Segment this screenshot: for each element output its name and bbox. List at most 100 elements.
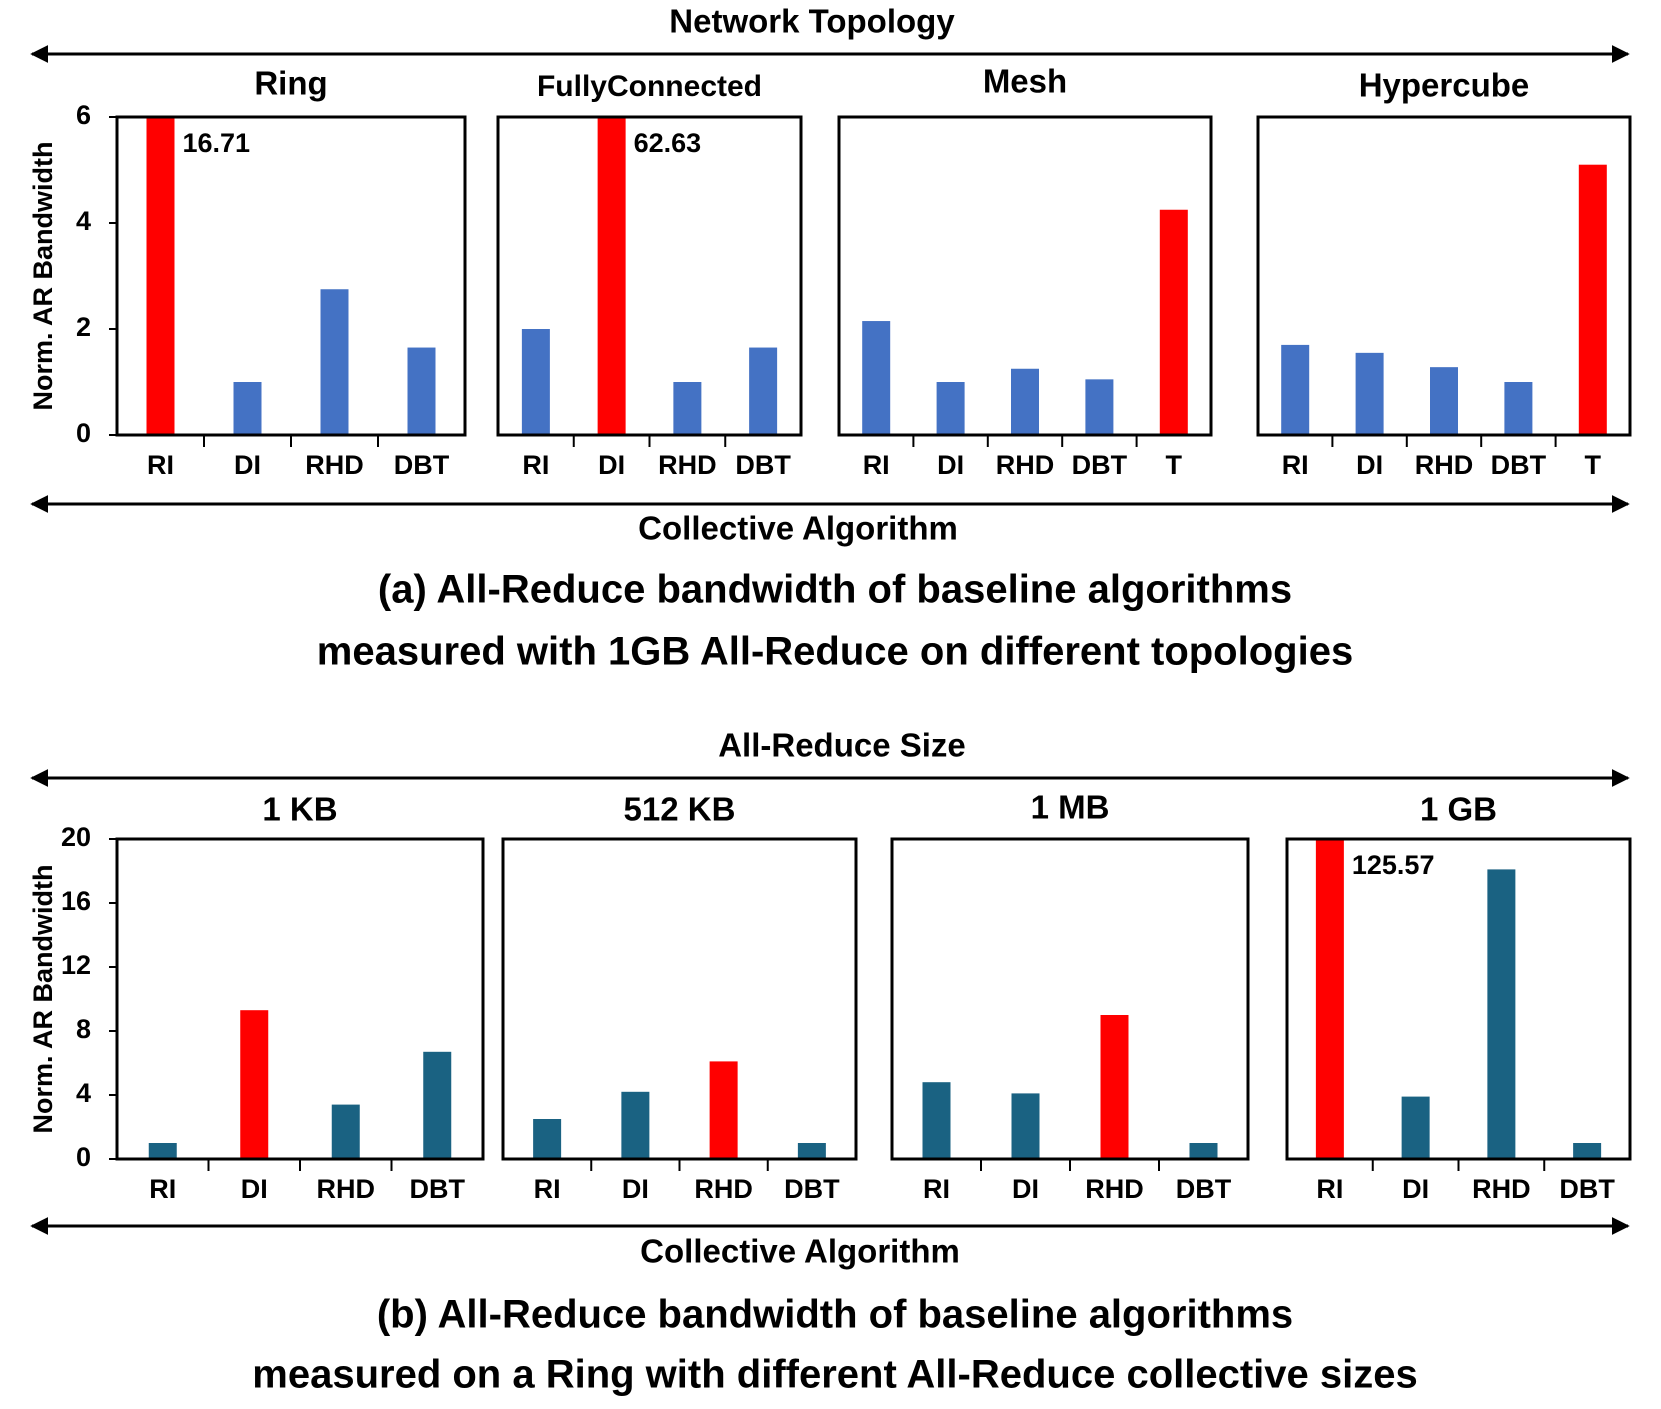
bar xyxy=(1189,1143,1218,1159)
x-tick-label: RHD xyxy=(317,1174,376,1204)
bar xyxy=(1504,382,1533,435)
section-heading: All-Reduce Size xyxy=(718,727,966,764)
bar xyxy=(240,1010,269,1159)
x-tick-label: DI xyxy=(241,1174,268,1204)
x-axis-label: Collective Algorithm xyxy=(640,1233,960,1270)
y-tick-label: 12 xyxy=(61,950,91,980)
caption: measured with 1GB All-Reduce on differen… xyxy=(317,630,1353,674)
bar xyxy=(423,1051,452,1159)
caption: measured on a Ring with different All-Re… xyxy=(252,1353,1417,1397)
x-tick-label: RHD xyxy=(996,450,1055,480)
x-tick-label: DBT xyxy=(1176,1174,1232,1204)
data-label: 125.57 xyxy=(1352,850,1435,880)
bar xyxy=(1315,839,1344,1159)
bar xyxy=(146,117,175,435)
bar xyxy=(1573,1143,1602,1159)
bar xyxy=(320,289,349,435)
x-tick-label: DI xyxy=(622,1174,649,1204)
y-tick-label: 2 xyxy=(76,312,91,342)
plot-frame xyxy=(496,115,803,437)
plot-frame xyxy=(890,837,1250,1161)
panel-title: Hypercube xyxy=(1359,67,1530,104)
panel-title: 512 KB xyxy=(624,791,736,828)
bar xyxy=(1011,1093,1040,1159)
x-tick-label: RHD xyxy=(1085,1174,1144,1204)
x-tick-label: DBT xyxy=(784,1174,840,1204)
y-tick-label: 4 xyxy=(76,206,91,236)
section-heading: Network Topology xyxy=(669,3,955,40)
bar xyxy=(936,382,965,435)
x-tick-label: RHD xyxy=(1472,1174,1531,1204)
bar xyxy=(1487,869,1516,1159)
x-tick-label: RI xyxy=(1282,450,1309,480)
bar xyxy=(1281,344,1310,435)
bar xyxy=(1578,164,1607,435)
bar xyxy=(797,1143,826,1159)
x-tick-label: DBT xyxy=(410,1174,466,1204)
y-tick-label: 6 xyxy=(76,100,91,130)
plot-frame xyxy=(1256,115,1632,437)
panel-title: Ring xyxy=(254,65,327,102)
x-tick-label: RI xyxy=(534,1174,561,1204)
bar xyxy=(1100,1015,1129,1159)
x-tick-label: DI xyxy=(1012,1174,1039,1204)
x-axis-label: Collective Algorithm xyxy=(638,510,958,547)
x-tick-label: T xyxy=(1585,450,1602,480)
bar xyxy=(1011,368,1039,435)
plot-frame xyxy=(837,115,1213,437)
x-tick-label: DBT xyxy=(735,450,791,480)
x-tick-label: RHD xyxy=(1415,450,1474,480)
bar xyxy=(749,347,778,435)
x-tick-label: RHD xyxy=(694,1174,753,1204)
bar xyxy=(709,1061,738,1159)
bar xyxy=(331,1104,360,1159)
bar xyxy=(233,382,262,435)
x-tick-label: DI xyxy=(1402,1174,1429,1204)
data-label: 62.63 xyxy=(634,128,702,158)
x-tick-label: DBT xyxy=(394,450,450,480)
x-tick-label: DI xyxy=(234,450,261,480)
bar xyxy=(621,1091,650,1159)
bar xyxy=(1085,379,1114,435)
data-label: 16.71 xyxy=(183,128,251,158)
x-tick-label: DI xyxy=(937,450,964,480)
x-tick-label: DBT xyxy=(1559,1174,1615,1204)
panel-title: 1 MB xyxy=(1031,789,1110,826)
x-tick-label: RHD xyxy=(658,450,717,480)
x-tick-label: RI xyxy=(1316,1174,1343,1204)
y-tick-label: 16 xyxy=(61,886,91,916)
y-tick-label: 0 xyxy=(76,418,91,448)
x-tick-label: DI xyxy=(1356,450,1383,480)
x-tick-label: RI xyxy=(863,450,890,480)
bar xyxy=(407,347,436,435)
plot-frame xyxy=(115,837,485,1161)
bar xyxy=(1430,367,1458,435)
bar xyxy=(521,329,550,435)
caption: (b) All-Reduce bandwidth of baseline alg… xyxy=(377,1293,1293,1337)
panel-title: 1 GB xyxy=(1420,791,1497,828)
y-tick-label: 4 xyxy=(76,1078,91,1108)
bar xyxy=(1355,352,1384,435)
bar xyxy=(533,1119,562,1159)
x-tick-label: DBT xyxy=(1072,450,1128,480)
bar xyxy=(862,321,891,435)
x-tick-label: RI xyxy=(522,450,549,480)
bar xyxy=(673,382,702,435)
bar xyxy=(1401,1096,1430,1159)
bar xyxy=(1159,209,1188,435)
bar xyxy=(148,1143,177,1159)
caption: (a) All-Reduce bandwidth of baseline alg… xyxy=(378,568,1292,612)
bar xyxy=(922,1082,951,1159)
x-tick-label: RI xyxy=(923,1174,950,1204)
plot-frame xyxy=(115,115,467,437)
y-tick-label: 0 xyxy=(76,1142,91,1172)
x-tick-label: T xyxy=(1166,450,1183,480)
x-tick-label: RHD xyxy=(305,450,364,480)
panel-title: FullyConnected xyxy=(537,70,762,103)
x-tick-label: DBT xyxy=(1491,450,1547,480)
x-tick-label: RI xyxy=(149,1174,176,1204)
plot-frame xyxy=(1285,837,1632,1161)
y-tick-label: 8 xyxy=(76,1014,91,1044)
bar xyxy=(597,117,626,435)
